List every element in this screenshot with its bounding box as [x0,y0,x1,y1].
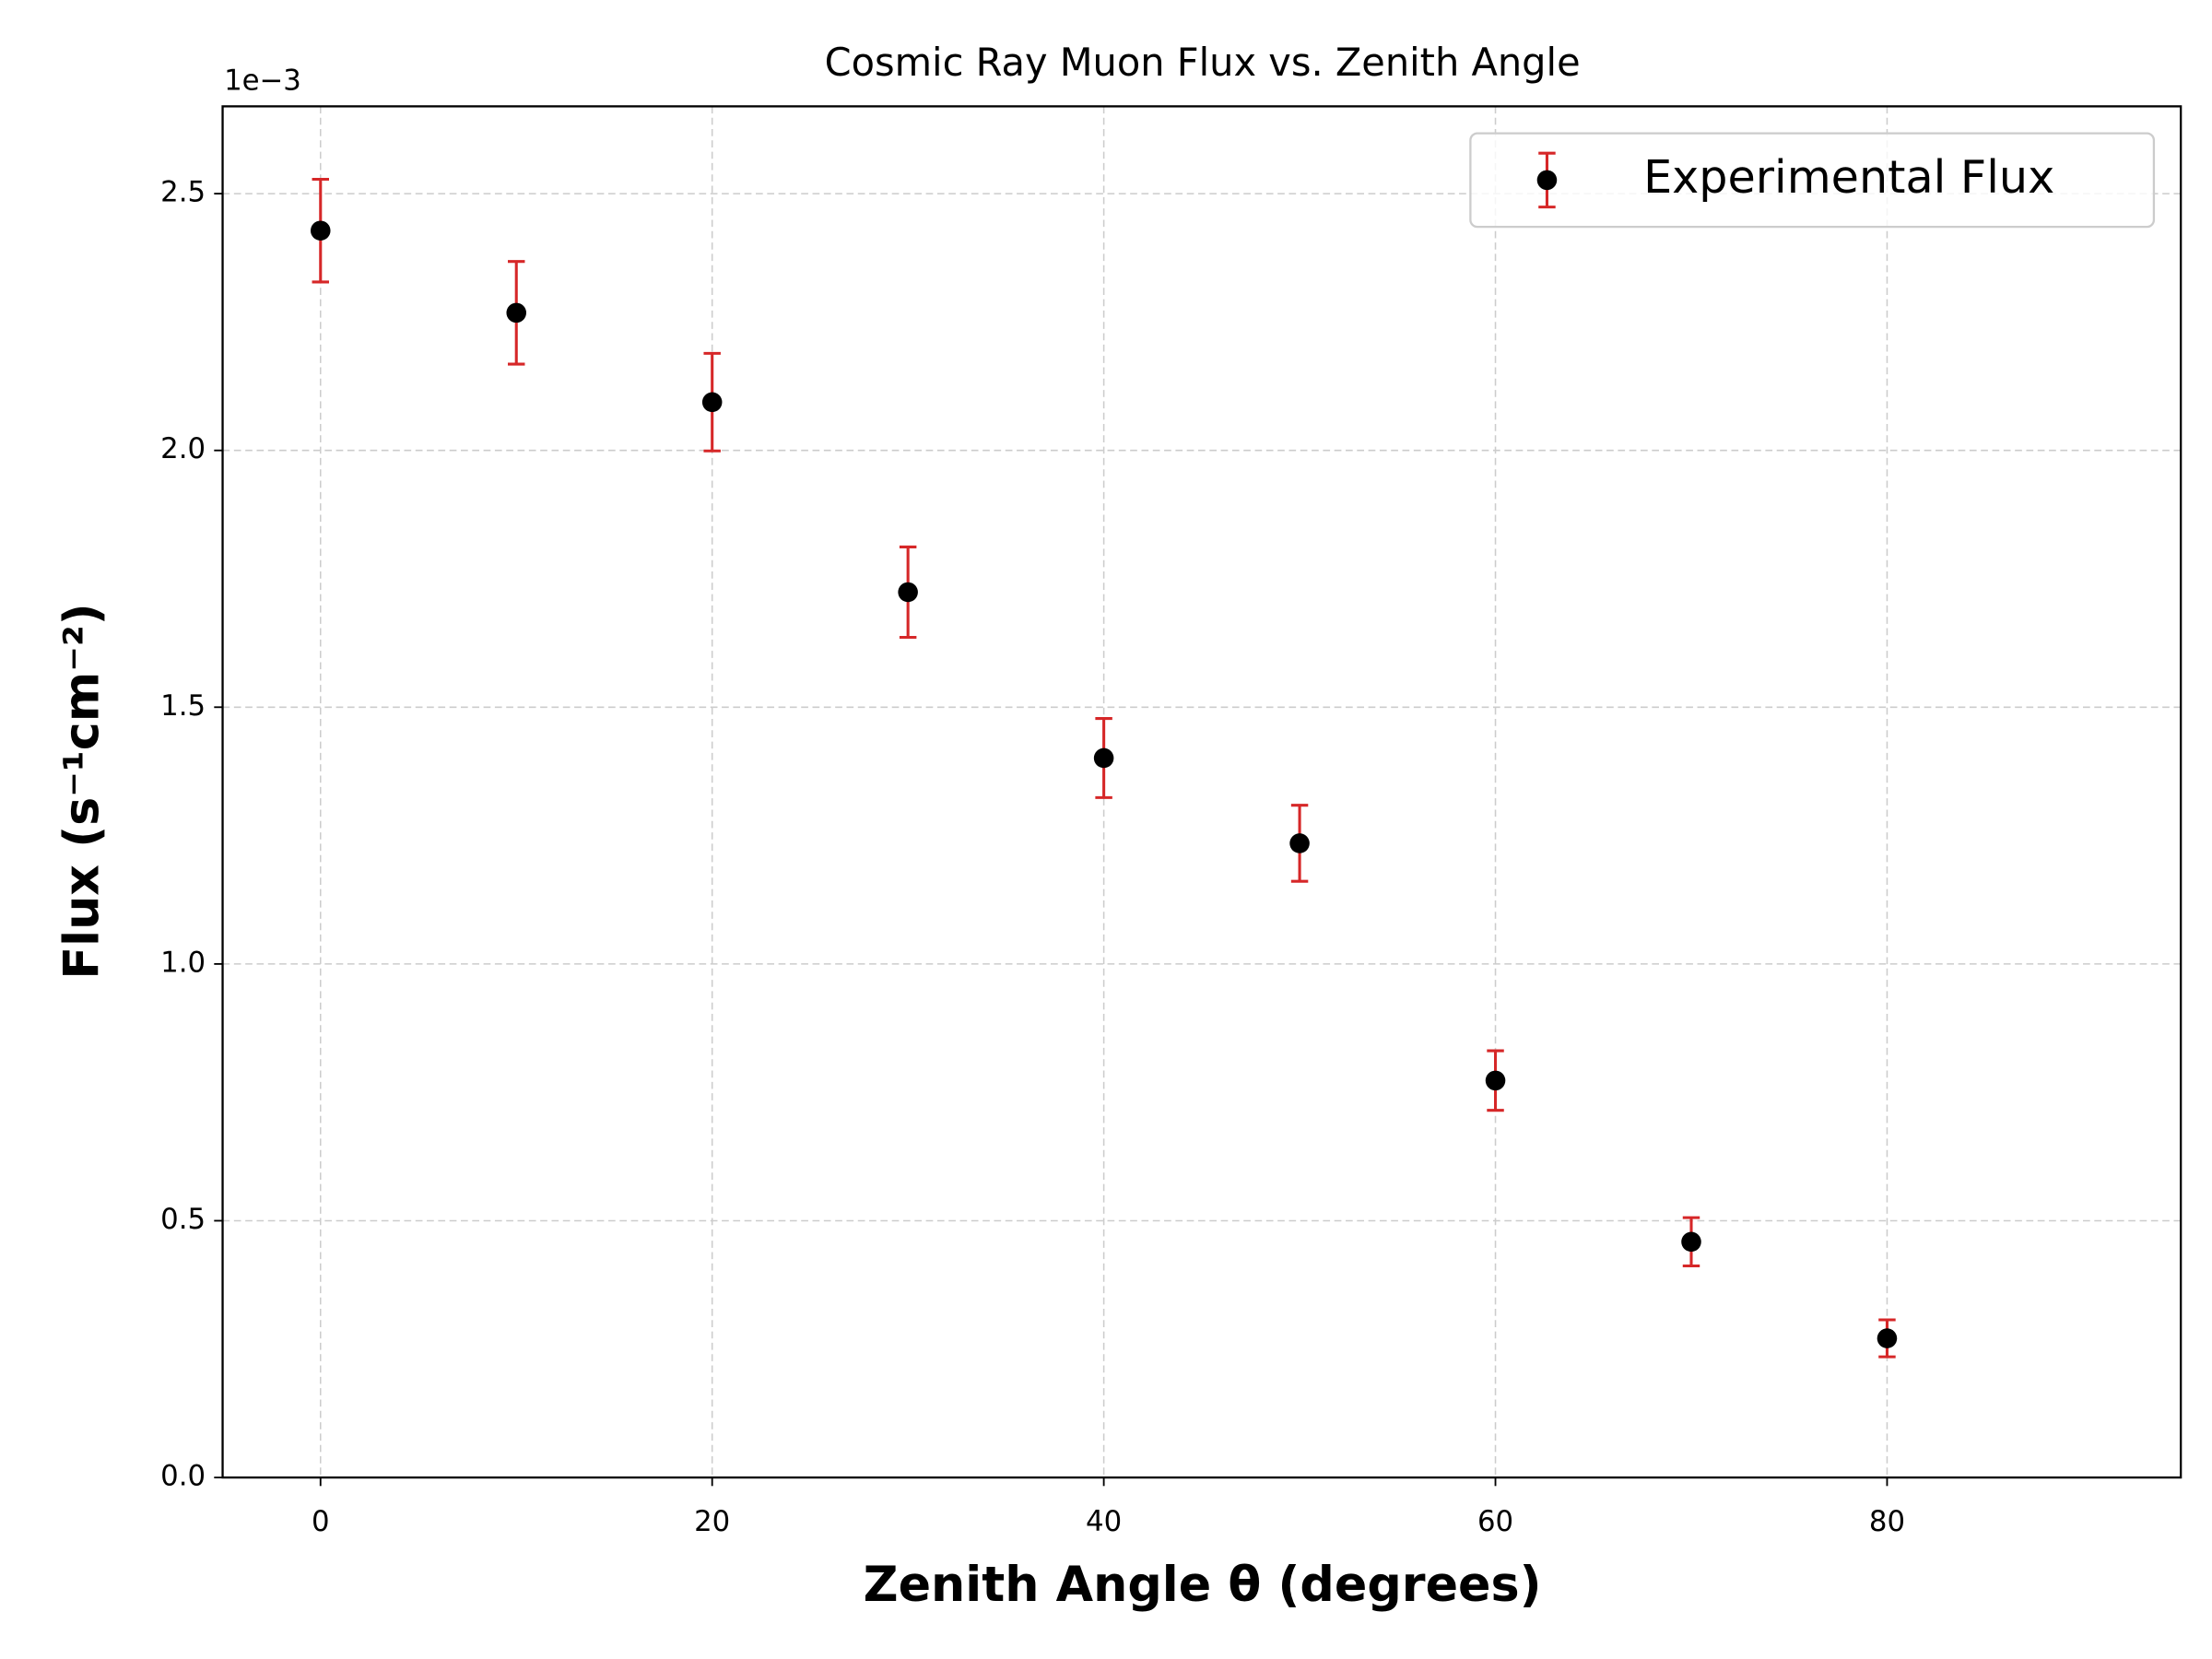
data-point [701,392,723,413]
data-point [898,582,918,603]
data-point [1485,1070,1506,1091]
x-axis-label: Zenith Angle θ (degrees) [864,1557,1542,1613]
x-tick-label: 60 [1477,1505,1513,1538]
y-tick-label: 2.5 [160,176,206,209]
x-tick-label: 80 [1869,1505,1905,1538]
y-tick-label: 0.5 [160,1203,206,1236]
legend: Experimental Flux [1469,132,2156,229]
data-point [1289,833,1310,853]
legend-box [1469,132,2156,229]
data-point [1093,747,1114,769]
plot-area [222,106,2182,1478]
x-tick-label: 20 [694,1505,730,1538]
data-point [1877,1328,1898,1348]
y-tick-label: 0.0 [160,1460,206,1493]
y-axis-label: Flux (s⁻¹cm⁻²) [53,603,110,979]
axes-frame [221,105,2183,1479]
y-tick-label: 2.0 [160,432,206,465]
data-point [311,220,331,241]
y-offset-label: 1e−3 [224,65,301,98]
y-tick-label: 1.0 [160,946,206,979]
chart-title: Cosmic Ray Muon Flux vs. Zenith Angle [825,40,1581,85]
y-tick-label: 1.5 [160,689,206,723]
data-point [1681,1231,1701,1253]
legend-marker [1536,170,1558,191]
data-point [506,302,526,324]
x-tick-label: 0 [312,1505,330,1538]
legend-label: Experimental Flux [1643,150,2054,204]
x-tick-label: 40 [1086,1505,1122,1538]
